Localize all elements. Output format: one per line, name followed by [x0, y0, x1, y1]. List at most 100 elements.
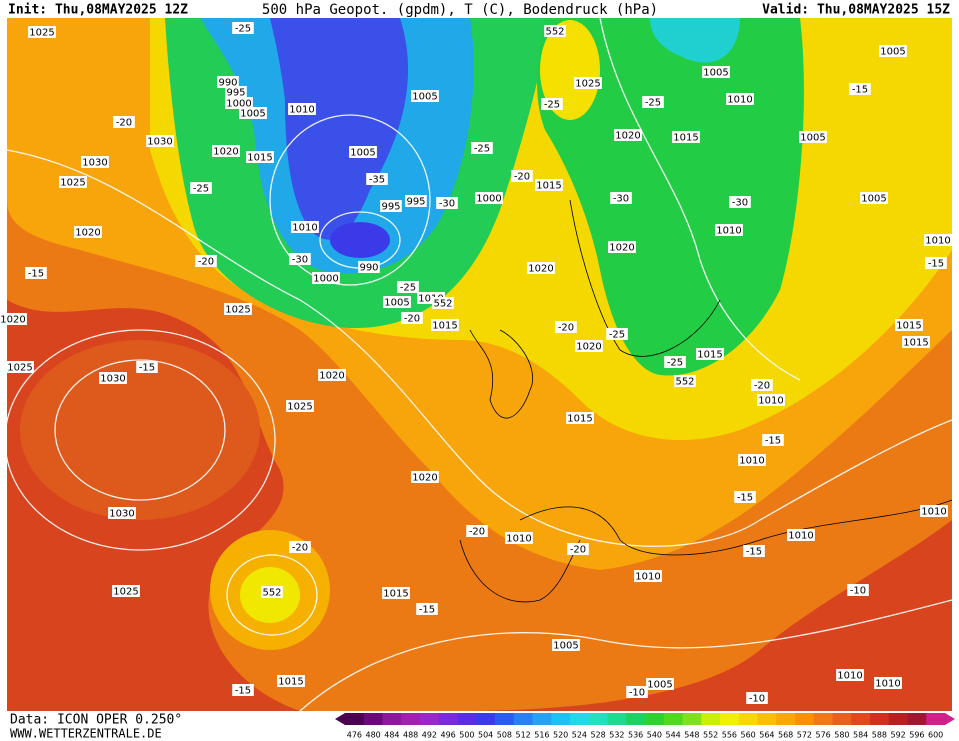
colorbar-cell	[757, 713, 777, 725]
contour-label: -15	[235, 686, 251, 697]
contour-label-box	[729, 196, 751, 208]
contour-label-box	[289, 253, 311, 265]
contour-label-box	[25, 267, 47, 279]
contour-label: 995	[381, 202, 400, 213]
colorbar-cell	[513, 713, 533, 725]
contour-label-box	[411, 471, 439, 483]
contour-label-box	[674, 375, 696, 387]
contour-label: 1025	[7, 363, 32, 374]
contour-label-box	[146, 135, 174, 147]
isobar	[269, 114, 431, 286]
colorbar-label: 564	[759, 731, 774, 740]
contour-label: 1020	[213, 147, 238, 158]
contour-label: -20	[558, 323, 574, 334]
colorbar-label: 572	[797, 731, 812, 740]
contour-label-box	[405, 195, 427, 207]
contour-label-box	[291, 221, 319, 233]
contour-label-box	[608, 241, 636, 253]
contour-label: 1000	[313, 274, 338, 285]
contour-label: 1030	[82, 158, 107, 169]
contour-label: 1015	[903, 338, 928, 349]
contour-label: 1020	[412, 473, 437, 484]
contour-label-box	[312, 272, 340, 284]
colorbar-label: 484	[384, 731, 399, 740]
colorbar-label: 512	[515, 731, 530, 740]
colorbar-cell	[720, 713, 740, 725]
colorbar-arrow-right	[945, 713, 955, 725]
contour-label: -15	[737, 493, 753, 504]
contour-label: 1005	[384, 298, 409, 309]
colorbar-label: 560	[740, 731, 755, 740]
contour-label: -30	[439, 199, 455, 210]
contour-label-box	[382, 587, 410, 599]
contour-label: 1025	[29, 28, 54, 39]
contour-label-box	[261, 586, 283, 598]
contour-label: 1015	[673, 133, 698, 144]
contour-label-box	[436, 197, 458, 209]
contour-label: 1000	[476, 194, 501, 205]
colorbar-label: 544	[665, 731, 680, 740]
colorbar-label: 488	[403, 731, 418, 740]
colorbar-label: 588	[872, 731, 887, 740]
contour-label: -20	[116, 118, 132, 129]
coast	[459, 539, 581, 603]
contour-label: 1025	[225, 305, 250, 316]
contour-label-box	[289, 541, 311, 553]
contour-label: -20	[404, 314, 420, 325]
colorbar-label: 476	[347, 731, 362, 740]
colorbar-cell	[907, 713, 927, 725]
contour-label-box	[246, 151, 274, 163]
colorbar-cell	[626, 713, 646, 725]
contour-label-box	[626, 686, 648, 698]
contour-label: -20	[754, 381, 770, 392]
contour-label: 1025	[575, 79, 600, 90]
contour-label: 1030	[147, 137, 172, 148]
contour-label-box	[349, 146, 377, 158]
contour-label-box	[642, 96, 664, 108]
contour-label: 1015	[697, 350, 722, 361]
contour-label: 1005	[880, 47, 905, 58]
colorbar-cell	[457, 713, 477, 725]
contour-label-box	[535, 179, 563, 191]
contour-label-box	[746, 692, 768, 704]
contour-label: -20	[198, 257, 214, 268]
contour-label-box	[614, 129, 642, 141]
contour-label-box	[799, 131, 827, 143]
contour-label: 552	[433, 299, 452, 310]
contour-label-box	[920, 505, 948, 517]
colorbar-cell	[888, 713, 908, 725]
colorbar-label: 528	[590, 731, 605, 740]
contour-label: -30	[732, 198, 748, 209]
contour-label: 1005	[647, 680, 672, 691]
colorbar-cell	[588, 713, 608, 725]
isobar	[6, 149, 953, 547]
contour-label: 1025	[60, 178, 85, 189]
contour-label: -20	[469, 527, 485, 538]
contour-label-box	[358, 261, 380, 273]
isobar	[4, 329, 276, 551]
colorbar-label: 548	[684, 731, 699, 740]
contour-label-box	[225, 86, 247, 98]
colorbar: 476 480 484 488 492 496 500 504 508 512 516 520 524 5…	[335, 713, 955, 740]
contour-label-box	[190, 182, 212, 194]
contour-label: 1015	[536, 181, 561, 192]
contour-label-box	[224, 303, 252, 315]
contour-label: 1015	[278, 677, 303, 688]
colorbar-cell	[382, 713, 402, 725]
contour-label-box	[527, 262, 555, 274]
contour-label: 1010	[925, 236, 950, 247]
coast-lines	[459, 199, 953, 603]
contour-label-box	[555, 321, 577, 333]
contour-label-box	[738, 454, 766, 466]
contour-label: 1025	[113, 587, 138, 598]
contour-label: 1015	[432, 321, 457, 332]
colorbar-label: 540	[647, 731, 662, 740]
colorbar-cell	[607, 713, 627, 725]
contour-label: 1010	[506, 534, 531, 545]
contour-label: 1025	[287, 402, 312, 413]
contour-label: 1020	[609, 243, 634, 254]
contour-label-box	[112, 585, 140, 597]
field-darkblue	[270, 18, 409, 240]
contour-label-box	[836, 669, 864, 681]
coast	[569, 199, 721, 357]
